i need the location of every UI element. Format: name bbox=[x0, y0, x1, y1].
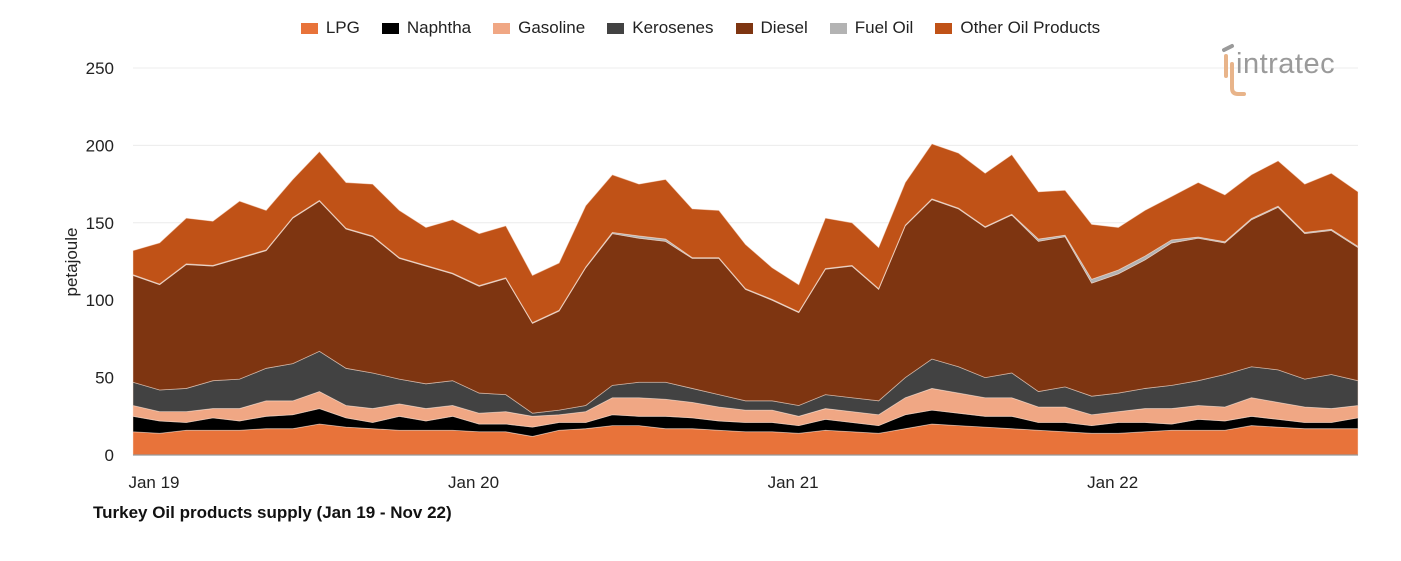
chart-title: Turkey Oil products supply (Jan 19 - Nov… bbox=[93, 503, 452, 522]
legend-swatch bbox=[935, 22, 953, 34]
intratec-logo: intratec bbox=[1222, 42, 1372, 98]
legend-swatch bbox=[735, 22, 753, 34]
legend-label: Kerosenes bbox=[632, 18, 714, 37]
legend-item: Other Oil Products bbox=[935, 18, 1100, 38]
legend-item: Naphtha bbox=[381, 18, 472, 38]
legend-label: Diesel bbox=[760, 18, 808, 37]
legend-item: Fuel Oil bbox=[829, 18, 914, 38]
legend-label: LPG bbox=[325, 18, 360, 37]
y-tick-label: 200 bbox=[86, 136, 114, 155]
x-tick-label: Jan 20 bbox=[448, 473, 499, 492]
x-tick-label: Jan 21 bbox=[768, 473, 819, 492]
y-tick-label: 150 bbox=[86, 214, 114, 233]
legend-item: Diesel bbox=[735, 18, 808, 38]
area-other-oil-products bbox=[132, 143, 1359, 324]
logo-text: intratec bbox=[1236, 48, 1336, 80]
legend-label: Gasoline bbox=[518, 18, 586, 37]
y-tick-label: 50 bbox=[95, 369, 114, 388]
legend: LPG Naphtha Gasoline Kerosenes Diesel Fuel Oi… bbox=[0, 18, 1401, 38]
legend-label: Naphtha bbox=[406, 18, 472, 37]
y-axis-ticks: 0 50 100 150 200 250 bbox=[86, 59, 114, 465]
legend-swatch bbox=[381, 22, 399, 34]
x-tick-label: Jan 19 bbox=[128, 473, 179, 492]
legend-label: Other Oil Products bbox=[960, 18, 1101, 37]
legend-swatch bbox=[607, 22, 625, 34]
y-axis-label: petajoule bbox=[62, 227, 81, 297]
legend-swatch bbox=[829, 22, 847, 34]
y-tick-label: 250 bbox=[86, 59, 114, 78]
x-tick-label: Jan 22 bbox=[1087, 473, 1138, 492]
logo-mark-icon bbox=[1222, 44, 1246, 96]
y-tick-label: 0 bbox=[105, 446, 114, 465]
y-tick-label: 100 bbox=[86, 291, 114, 310]
x-axis-ticks: Jan 19 Jan 20 Jan 21 Jan 22 bbox=[128, 473, 1138, 492]
legend-swatch bbox=[493, 22, 511, 34]
legend-swatch bbox=[300, 22, 318, 34]
legend-item: Kerosenes bbox=[607, 18, 714, 38]
legend-item: Gasoline bbox=[493, 18, 585, 38]
legend-item: LPG bbox=[300, 18, 360, 38]
area-series bbox=[132, 143, 1359, 456]
legend-label: Fuel Oil bbox=[854, 18, 914, 37]
